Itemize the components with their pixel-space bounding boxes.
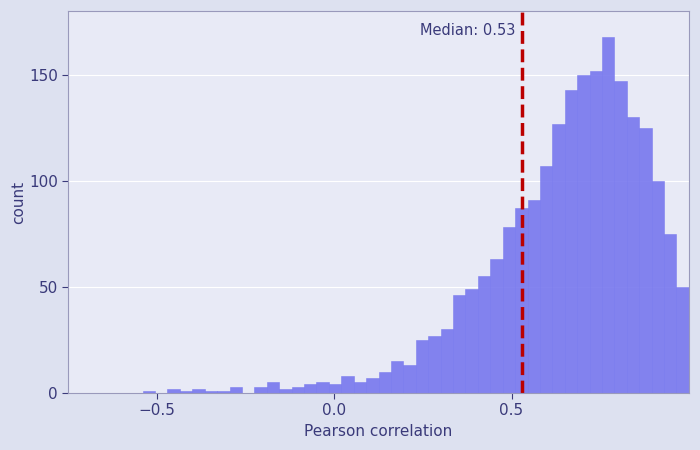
Bar — [329, 384, 342, 393]
Bar — [652, 181, 664, 393]
Bar — [552, 124, 565, 393]
Bar — [639, 128, 652, 393]
Bar — [589, 71, 602, 393]
Bar — [267, 382, 279, 393]
Bar — [540, 166, 552, 393]
Bar — [342, 376, 354, 393]
Y-axis label: count: count — [11, 180, 26, 224]
Bar — [440, 329, 453, 393]
Bar — [490, 259, 503, 393]
Bar — [416, 340, 428, 393]
Bar — [466, 289, 478, 393]
Bar — [528, 200, 540, 393]
Bar — [676, 287, 689, 393]
Bar — [193, 389, 204, 393]
Bar — [664, 234, 676, 393]
Bar — [304, 384, 316, 393]
Bar — [428, 336, 440, 393]
Bar — [292, 387, 304, 393]
Bar — [379, 372, 391, 393]
Bar — [366, 378, 379, 393]
Bar — [354, 382, 366, 393]
Bar — [167, 389, 180, 393]
Bar — [217, 391, 230, 393]
Bar — [615, 81, 626, 393]
Bar — [391, 361, 403, 393]
Bar — [230, 387, 242, 393]
Bar — [602, 36, 615, 393]
X-axis label: Pearson correlation: Pearson correlation — [304, 424, 453, 439]
Bar — [143, 391, 155, 393]
Bar — [626, 117, 639, 393]
Bar — [578, 75, 589, 393]
Bar — [180, 391, 193, 393]
Bar — [279, 389, 292, 393]
Bar — [316, 382, 329, 393]
Bar — [204, 391, 217, 393]
Bar — [503, 227, 515, 393]
Bar — [453, 295, 466, 393]
Bar — [565, 90, 578, 393]
Bar — [478, 276, 490, 393]
Bar — [254, 387, 267, 393]
Bar — [403, 365, 416, 393]
Bar — [515, 208, 528, 393]
Text: Median: 0.53: Median: 0.53 — [420, 22, 515, 37]
